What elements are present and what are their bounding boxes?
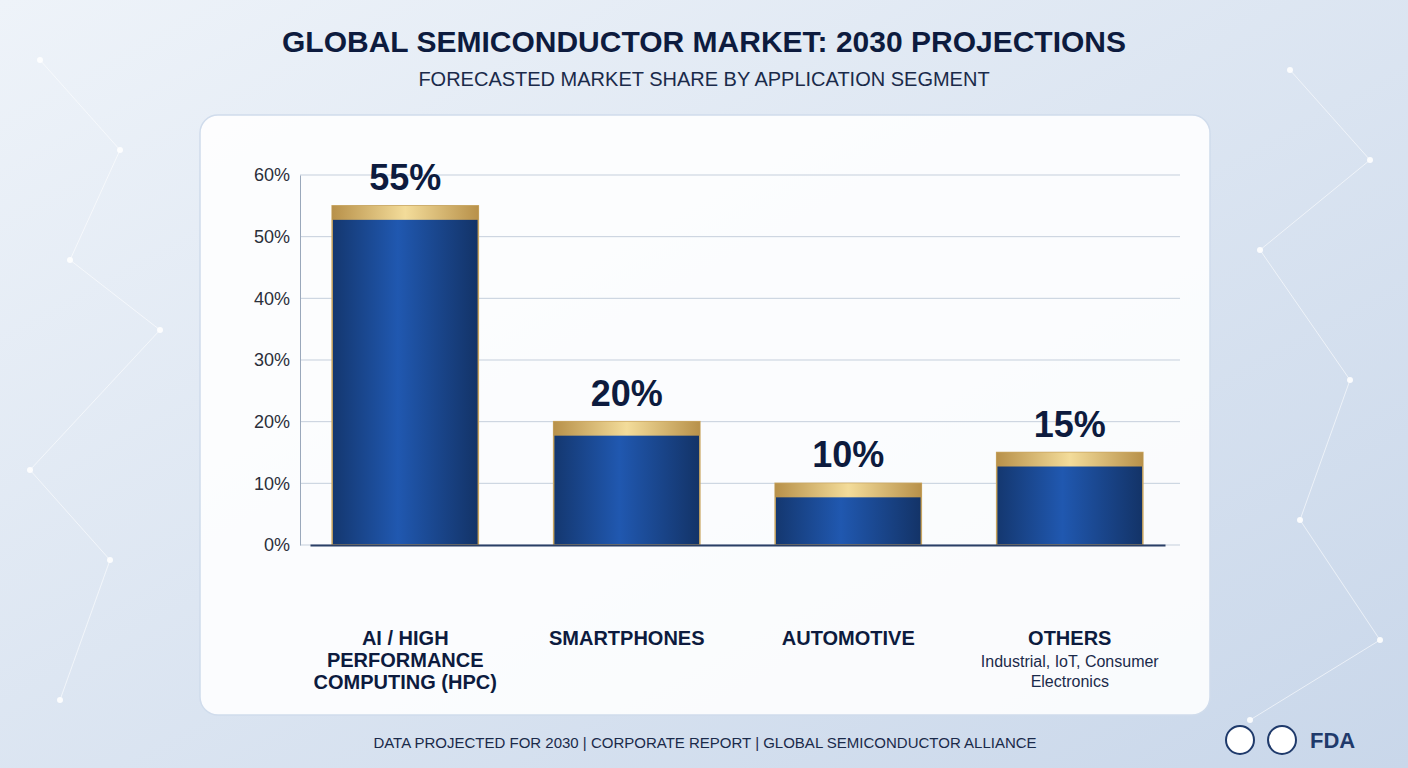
x-tick: OTHERS [1028,545,1111,649]
decor-line [1260,160,1370,250]
x-tick-label: AUTOMOTIVE [782,627,915,649]
decor-line [60,560,110,700]
decor-line [1290,70,1370,160]
decor-node [1287,67,1293,73]
y-tick: 0% [264,535,300,555]
decor-node [157,327,163,333]
x-tick: AI / HIGHPERFORMANCECOMPUTING (HPC) [314,545,497,693]
decor [27,57,1383,723]
y-tick-label: 20% [254,412,290,432]
decor-node [1247,717,1253,723]
y-tick-label: 40% [254,289,290,309]
y-tick: 10% [254,474,300,494]
decor-node [1377,637,1383,643]
y-tick-label: 60% [254,165,290,185]
y-tick: 60% [254,165,300,185]
decor-line [70,260,160,330]
bar-cap [554,422,700,436]
label-line: AI / HIGH [362,627,449,649]
data-label: 10% [812,434,884,475]
y-tick-label: 10% [254,474,290,494]
decor-node [107,557,113,563]
y-tick-label: 50% [254,227,290,247]
x-tick-label: OTHERS [1028,627,1111,649]
decor-line [70,150,120,260]
data-label: 20% [591,373,663,414]
y-tick: 30% [254,350,300,370]
logo-seal [1226,726,1254,754]
y-axis-line [300,176,301,546]
decor-node [1367,157,1373,163]
background [0,0,1408,768]
bar [554,422,700,545]
decor-line [30,330,160,470]
data-label: 15% [1034,404,1106,445]
x-tick-label: SMARTPHONES [549,627,705,649]
y-tick-label: 0% [264,535,290,555]
bar [997,453,1143,546]
subtitle: FORECASTED MARKET SHARE BY APPLICATION S… [418,68,989,90]
decor-line [1300,520,1380,640]
x-axis: AI / HIGHPERFORMANCECOMPUTING (HPC) SMART… [311,545,1166,693]
label-line: Electronics [1031,673,1109,690]
decor-node [1257,247,1263,253]
decor-node [1347,377,1353,383]
bar [775,483,921,545]
data-labels: 55% 20% 10% 15% [369,157,1106,476]
bar-cap [775,483,921,497]
bar-cap [332,206,478,220]
decor-line [30,470,110,560]
decor-node [27,467,33,473]
y-axis: 0% 10% 20% 30% 40% 50% 60% [254,165,301,555]
label-line: COMPUTING (HPC) [314,671,497,693]
y-tick: 50% [254,227,300,247]
logo-text: FDA [1310,728,1355,753]
chart: GLOBAL SEMICONDUCTOR MARKET: 2030 PROJEC… [0,0,1408,768]
data-label: 55% [369,157,441,198]
label-line: AUTOMOTIVE [782,627,915,649]
decor-node [1297,517,1303,523]
y-tick: 20% [254,412,300,432]
decor-node [117,147,123,153]
x-tick: SMARTPHONES [549,545,705,649]
label-line: SMARTPHONES [549,627,705,649]
panel [200,115,1210,715]
decor-line [1300,380,1350,520]
bars [332,206,1143,545]
bar-cap [997,453,1143,467]
decor-node [37,57,43,63]
decor-line [1260,250,1350,380]
decor-line [1250,640,1380,720]
decor-node [57,697,63,703]
title: GLOBAL SEMICONDUCTOR MARKET: 2030 PROJEC… [282,25,1126,58]
footer: DATA PROJECTED FOR 2030 | CORPORATE REPO… [373,734,1036,751]
x-axis-line [311,545,1166,547]
label-line: PERFORMANCE [327,649,484,671]
decor-node [67,257,73,263]
logo-seal [1268,726,1296,754]
grid [300,175,1180,545]
label-line: Industrial, IoT, Consumer [981,653,1160,670]
logos: FDA [1226,726,1355,754]
x-tick: AUTOMOTIVE [782,545,915,649]
x-tick-label: AI / HIGHPERFORMANCECOMPUTING (HPC) [314,627,497,693]
grid-line [300,545,1180,546]
y-tick-label: 30% [254,350,290,370]
annotation: Industrial, IoT, Consumer Electronics [981,653,1160,690]
bar [332,206,478,545]
label-line: OTHERS [1028,627,1111,649]
decor-line [40,60,120,150]
y-tick: 40% [254,289,300,309]
